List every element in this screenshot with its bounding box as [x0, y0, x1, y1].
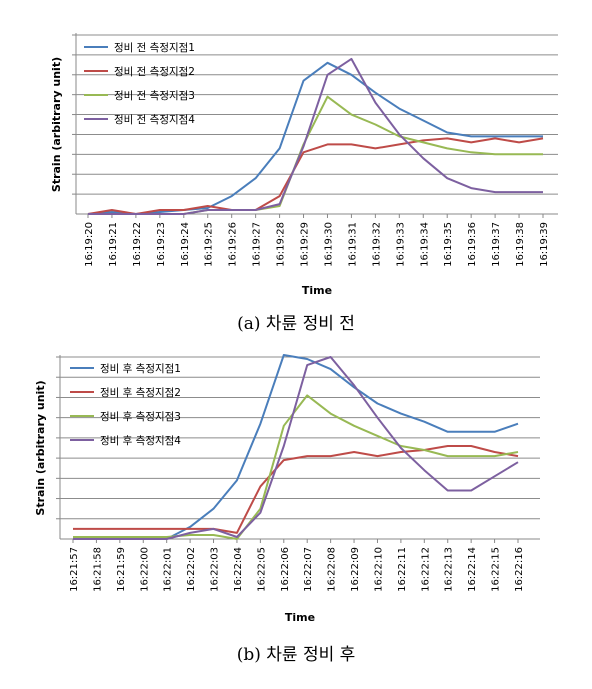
x-tick-label: 16:19:22 — [132, 222, 143, 267]
x-tick-label: 16:19:39 — [539, 222, 550, 267]
legend: 정비 후 측정지점1 정비 후 측정지점2 정비 후 측정지점3 정비 후 측정지점4 — [70, 363, 181, 447]
figure-caption: (a) 차륜 정비 전 — [237, 314, 355, 334]
x-tick-label: 16:22:06 — [280, 547, 291, 592]
chart-b: 16:21:57 16:21:58 16:21:59 16:22:00 16:22:01… — [34, 354, 540, 665]
x-tick-label: 16:19:25 — [204, 222, 215, 267]
legend-label-1: 정비 후 측정지점1 — [100, 363, 181, 375]
x-tick-label: 16:22:11 — [397, 547, 408, 592]
x-tick-label: 16:22:13 — [444, 547, 455, 592]
legend-label-2: 정비 후 측정지점2 — [100, 387, 181, 399]
x-tick-label: 16:19:34 — [419, 222, 430, 267]
x-tick-label: 16:19:38 — [515, 222, 526, 267]
x-tick-label: 16:22:16 — [514, 547, 525, 592]
figure-caption: (b) 차륜 정비 후 — [237, 645, 356, 665]
series-line-2 — [73, 445, 519, 534]
series-line-4 — [88, 57, 543, 215]
x-tick-label: 16:19:31 — [347, 222, 358, 267]
x-tick-label: 16:22:15 — [491, 547, 502, 592]
x-tick-label: 16:21:59 — [116, 547, 127, 592]
x-tick-label: 16:21:58 — [92, 547, 103, 592]
x-tick-label: 16:22:12 — [420, 547, 431, 592]
x-axis-title: Time — [302, 284, 332, 297]
series-line-4 — [73, 356, 519, 540]
x-tick-label: 16:22:03 — [210, 547, 221, 592]
x-tick-label: 16:19:33 — [395, 222, 406, 267]
x-tick-label: 16:22:10 — [373, 547, 384, 592]
x-tick-label: 16:22:08 — [327, 547, 338, 592]
x-tick-label: 16:22:04 — [233, 547, 244, 592]
series-line-2 — [87, 137, 544, 215]
y-axis-title: Strain (arbitrary unit) — [34, 380, 47, 515]
y-axis-title: Strain (arbitrary unit) — [50, 57, 63, 192]
x-tick-label: 16:19:27 — [252, 222, 263, 267]
x-tick-label: 16:19:35 — [443, 222, 454, 267]
legend-label-4: 정비 전 측정지점4 — [114, 114, 195, 126]
x-tick-label: 16:19:32 — [371, 222, 382, 267]
x-tick-label: 16:22:07 — [303, 547, 314, 592]
x-tick-label: 16:22:01 — [163, 547, 174, 592]
chart-a: 16:19:20 16:19:21 16:19:22 16:19:23 16:19:24… — [50, 33, 558, 334]
x-tick-label: 16:19:37 — [491, 222, 502, 267]
x-tick-label: 16:22:02 — [186, 547, 197, 592]
legend-label-1: 정비 전 측정지점1 — [114, 42, 195, 54]
x-tick-label: 16:19:36 — [467, 222, 478, 267]
x-tick-label: 16:22:09 — [350, 547, 361, 592]
x-tick-label: 16:19:21 — [108, 222, 119, 267]
x-axis-title: Time — [285, 611, 315, 624]
legend-label-3: 정비 전 측정지점3 — [114, 90, 195, 102]
legend-label-2: 정비 전 측정지점2 — [114, 66, 195, 78]
legend-label-4: 정비 후 측정지점4 — [100, 435, 181, 447]
series-line-3 — [73, 394, 519, 540]
x-tick-label: 16:19:26 — [228, 222, 239, 267]
x-tick-label: 16:19:30 — [323, 222, 334, 267]
x-tick-label: 16:22:00 — [139, 547, 150, 592]
series-line-1 — [87, 61, 543, 215]
x-tick-label: 16:22:14 — [467, 547, 478, 592]
x-tick-label: 16:19:28 — [276, 222, 287, 267]
x-tick-label: 16:21:57 — [69, 547, 80, 592]
x-tick-label: 16:19:24 — [180, 222, 191, 267]
x-tick-label: 16:22:05 — [256, 547, 267, 592]
x-tick-label: 16:19:20 — [84, 222, 95, 267]
x-tick-label: 16:19:29 — [300, 222, 311, 267]
x-tick-label: 16:19:23 — [156, 222, 167, 267]
legend: 정비 전 측정지점1 정비 전 측정지점2 정비 전 측정지점3 정비 전 측정지점4 — [84, 42, 195, 126]
legend-label-3: 정비 후 측정지점3 — [100, 411, 181, 423]
